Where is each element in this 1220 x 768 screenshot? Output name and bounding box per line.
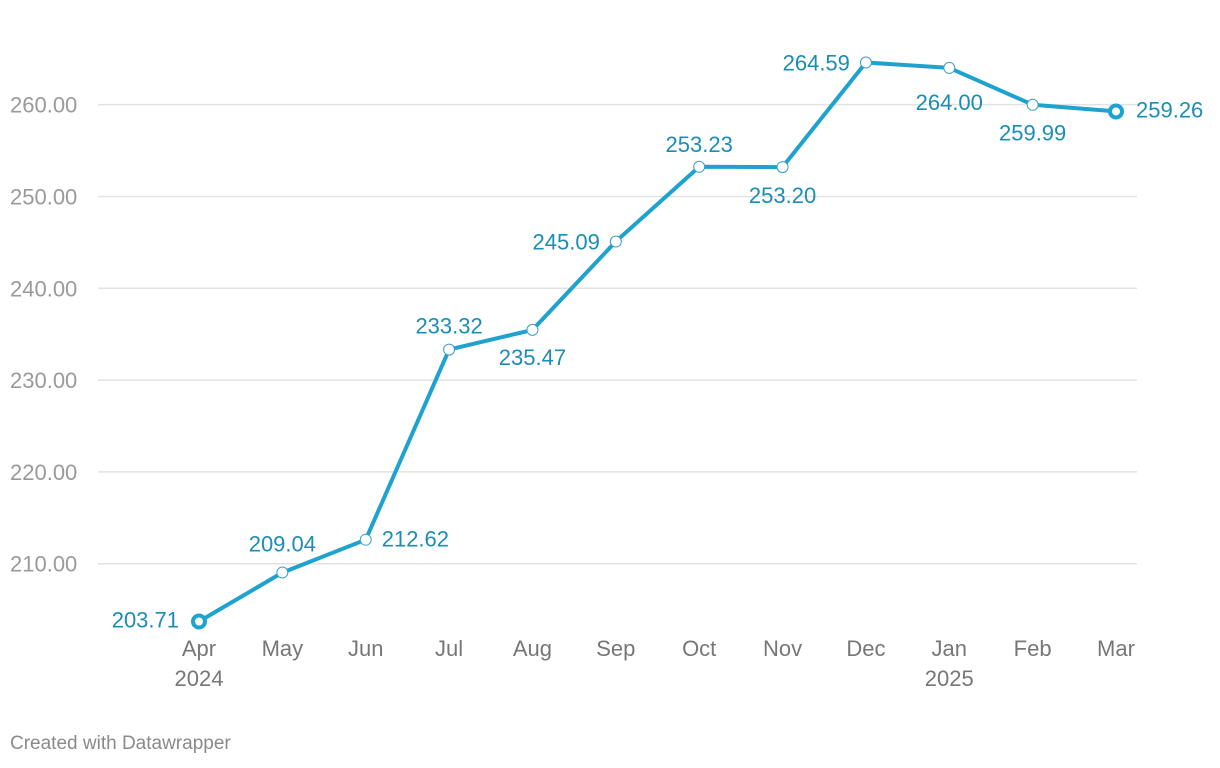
x-tick-label: Apr: [182, 636, 216, 661]
x-tick-label: Jul: [435, 636, 463, 661]
x-tick-label: Feb: [1014, 636, 1052, 661]
data-point: [693, 160, 706, 173]
y-tick-label: 260.00: [10, 93, 77, 118]
y-tick-label: 230.00: [10, 368, 77, 393]
data-label: 245.09: [533, 230, 600, 255]
y-tick-label: 250.00: [10, 184, 77, 209]
data-label: 235.47: [499, 345, 566, 370]
x-tick-label: Mar: [1097, 636, 1135, 661]
data-labels: 203.71 209.04 212.62 233.32 235.47 245.09 253.…: [112, 51, 1204, 633]
x-year-label: 2025: [925, 666, 974, 691]
y-tick-label: 240.00: [10, 276, 77, 301]
x-tick-label: Jan: [932, 636, 967, 661]
x-tick-label: Nov: [763, 636, 802, 661]
data-label: 264.00: [916, 90, 983, 115]
y-axis-ticks: 210.00 220.00 230.00 240.00 250.00 260.00: [10, 93, 77, 577]
data-point: [276, 566, 289, 579]
data-label: 264.59: [783, 51, 850, 76]
x-tick-label: Aug: [513, 636, 552, 661]
data-point: [1026, 98, 1039, 111]
x-tick-label: Jun: [348, 636, 383, 661]
x-axis-ticks: Apr May Jun Jul Aug Sep Oct Nov Dec Jan Feb Mar 2024…: [175, 636, 1135, 691]
data-label: 259.26: [1136, 97, 1203, 122]
data-label: 253.20: [749, 183, 816, 208]
data-label: 209.04: [249, 532, 316, 557]
data-point: [609, 235, 622, 248]
data-point-end: [191, 613, 207, 630]
series-line-group: [197, 60, 1118, 624]
y-tick-label: 210.00: [10, 552, 77, 577]
x-tick-label: Dec: [846, 636, 885, 661]
data-point: [443, 343, 456, 356]
x-year-label: 2024: [175, 666, 224, 691]
x-tick-label: Oct: [682, 636, 716, 661]
x-tick-label: May: [262, 636, 304, 661]
x-tick-label: Sep: [596, 636, 635, 661]
data-point-end: [1108, 103, 1124, 120]
data-point: [859, 56, 872, 69]
series-line: [197, 60, 1118, 624]
gridlines: [98, 103, 1137, 565]
line-chart: 210.00 220.00 230.00 240.00 250.00 260.00 Apr…: [10, 51, 1204, 692]
data-point: [776, 161, 789, 174]
data-points: [191, 56, 1124, 630]
data-label: 253.23: [666, 132, 733, 157]
data-label: 203.71: [112, 608, 179, 633]
data-point: [943, 61, 956, 74]
data-label: 259.99: [999, 121, 1066, 146]
data-point: [359, 533, 372, 546]
data-point: [526, 323, 539, 336]
data-label: 233.32: [415, 314, 482, 339]
data-label: 212.62: [382, 527, 449, 552]
credit-text: Created with Datawrapper: [10, 733, 231, 754]
y-tick-label: 220.00: [10, 460, 77, 485]
